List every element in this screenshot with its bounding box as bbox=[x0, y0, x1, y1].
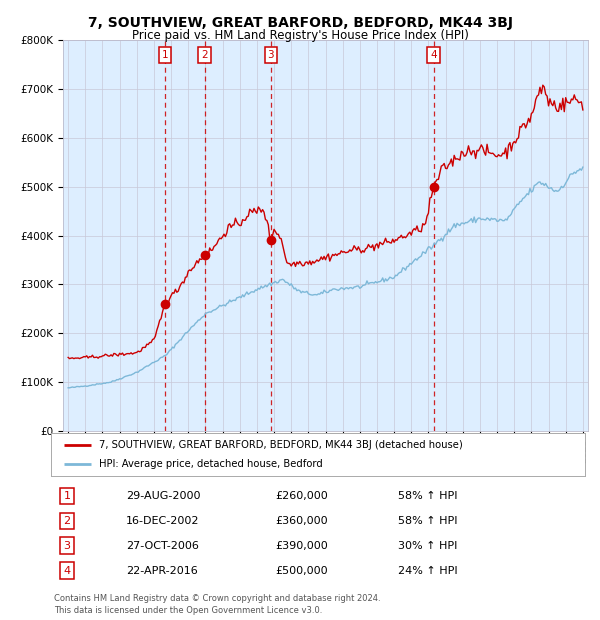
Text: 58% ↑ HPI: 58% ↑ HPI bbox=[398, 516, 458, 526]
Text: 4: 4 bbox=[64, 565, 71, 575]
Text: 22-APR-2016: 22-APR-2016 bbox=[126, 565, 197, 575]
Text: This data is licensed under the Open Government Licence v3.0.: This data is licensed under the Open Gov… bbox=[54, 606, 322, 616]
Text: 2: 2 bbox=[64, 516, 71, 526]
Text: £260,000: £260,000 bbox=[275, 490, 328, 501]
Text: 30% ↑ HPI: 30% ↑ HPI bbox=[398, 541, 457, 551]
Text: 7, SOUTHVIEW, GREAT BARFORD, BEDFORD, MK44 3BJ: 7, SOUTHVIEW, GREAT BARFORD, BEDFORD, MK… bbox=[88, 16, 512, 30]
Text: Price paid vs. HM Land Registry's House Price Index (HPI): Price paid vs. HM Land Registry's House … bbox=[131, 29, 469, 42]
Text: £360,000: £360,000 bbox=[275, 516, 328, 526]
Text: 2: 2 bbox=[202, 50, 208, 60]
Text: 1: 1 bbox=[64, 490, 71, 501]
Text: 1: 1 bbox=[162, 50, 169, 60]
Text: 24% ↑ HPI: 24% ↑ HPI bbox=[398, 565, 458, 575]
Text: 27-OCT-2006: 27-OCT-2006 bbox=[126, 541, 199, 551]
Text: 3: 3 bbox=[64, 541, 71, 551]
Text: 16-DEC-2002: 16-DEC-2002 bbox=[126, 516, 199, 526]
Text: 29-AUG-2000: 29-AUG-2000 bbox=[126, 490, 200, 501]
Text: 3: 3 bbox=[268, 50, 274, 60]
Text: 58% ↑ HPI: 58% ↑ HPI bbox=[398, 490, 458, 501]
Text: 7, SOUTHVIEW, GREAT BARFORD, BEDFORD, MK44 3BJ (detached house): 7, SOUTHVIEW, GREAT BARFORD, BEDFORD, MK… bbox=[99, 440, 463, 450]
Text: 4: 4 bbox=[430, 50, 437, 60]
Text: HPI: Average price, detached house, Bedford: HPI: Average price, detached house, Bedf… bbox=[99, 459, 323, 469]
Text: £390,000: £390,000 bbox=[275, 541, 328, 551]
Text: Contains HM Land Registry data © Crown copyright and database right 2024.: Contains HM Land Registry data © Crown c… bbox=[54, 594, 380, 603]
Text: £500,000: £500,000 bbox=[275, 565, 328, 575]
